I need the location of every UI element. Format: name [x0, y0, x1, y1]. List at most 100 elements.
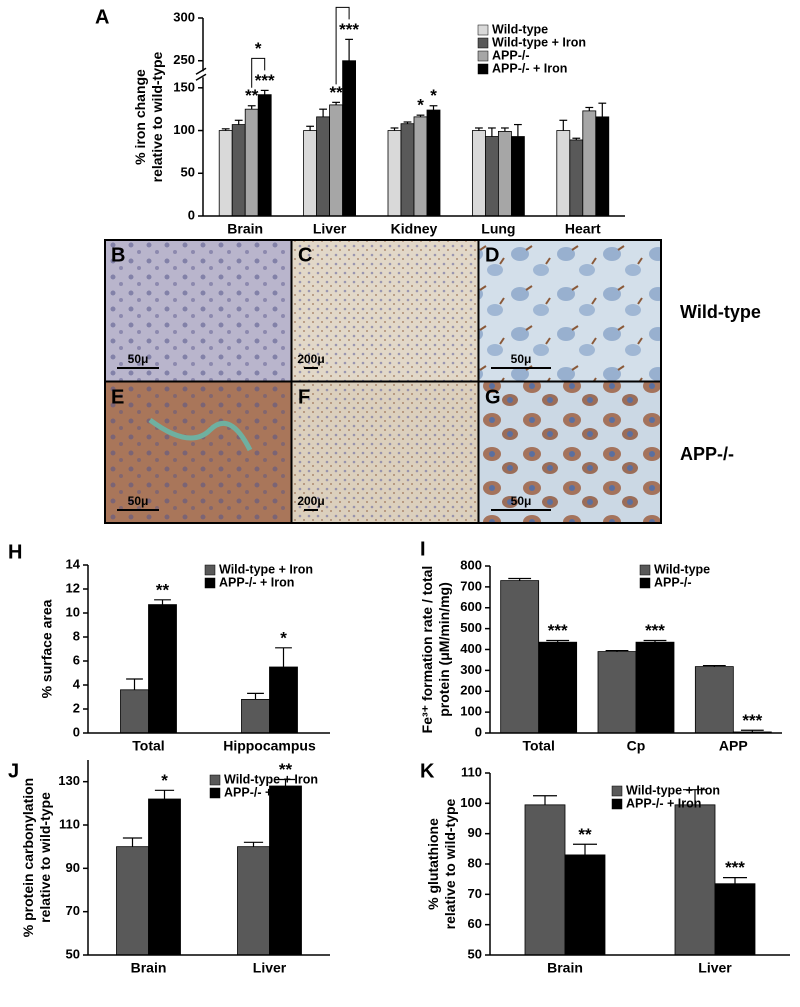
- x-tick-label: Brain: [227, 221, 263, 237]
- y-tick-label: 8: [73, 628, 80, 643]
- legend-swatch: [477, 50, 489, 62]
- y-tick-label: 600: [460, 599, 482, 614]
- y-axis-title: % glutathione: [425, 818, 441, 910]
- bar: [484, 136, 499, 217]
- legend-swatch: [611, 785, 623, 797]
- legend-swatch: [477, 37, 489, 49]
- significance: *: [161, 771, 168, 790]
- axis-break: [195, 73, 207, 81]
- y-tick-label: 300: [460, 662, 482, 677]
- y-tick-label: 200: [460, 683, 482, 698]
- bar: [595, 116, 610, 217]
- x-tick-label: Total: [132, 738, 164, 754]
- legend-label: APP-/- + Iron: [626, 796, 701, 810]
- legend-label: Wild-type: [654, 562, 710, 576]
- y-axis-title: Fe³⁺ formation rate / total: [419, 566, 435, 734]
- panel-label: A: [95, 6, 109, 28]
- bar: [303, 130, 318, 217]
- y-tick-label: 110: [59, 816, 80, 831]
- scale-label: 200μ: [297, 494, 324, 508]
- y-tick-label: 50: [181, 165, 195, 180]
- legend-swatch: [209, 787, 221, 799]
- y-tick-label: 50: [468, 946, 482, 961]
- legend-swatch: [477, 63, 489, 75]
- bar: [148, 604, 177, 734]
- panel-label: E: [111, 386, 124, 408]
- bar: [500, 580, 540, 734]
- legend-label: APP-/- + Iron: [492, 61, 567, 75]
- bar: [510, 136, 525, 217]
- bar: [694, 666, 734, 734]
- legend-swatch: [209, 774, 221, 786]
- legend-label: Wild-type + Iron: [219, 562, 313, 576]
- legend-swatch: [639, 564, 651, 576]
- panel-label: C: [298, 244, 312, 266]
- legend-label: Wild-type + Iron: [224, 772, 318, 786]
- x-tick-label: Kidney: [391, 221, 438, 237]
- legend-swatch: [611, 798, 623, 810]
- legend-label: Wild-type: [492, 22, 548, 36]
- bar: [241, 699, 270, 734]
- comparison-significance: *: [255, 39, 262, 58]
- significance: ***: [339, 20, 359, 39]
- micrograph-texture: [105, 382, 291, 523]
- bar: [674, 804, 716, 956]
- y-tick-label: 70: [468, 886, 482, 901]
- bar: [257, 94, 272, 217]
- bar: [426, 109, 441, 217]
- panel-label: K: [420, 760, 435, 782]
- legend-swatch: [477, 24, 489, 36]
- legend-label: APP-/-: [654, 575, 692, 589]
- row-label: APP-/-: [680, 444, 734, 464]
- bar: [244, 108, 259, 217]
- legend-label: Wild-type + Iron: [492, 35, 586, 49]
- legend-label: APP-/- + Iron: [219, 575, 294, 589]
- panel-label: B: [111, 244, 125, 266]
- y-tick-label: 110: [461, 764, 482, 779]
- legend-swatch: [639, 577, 651, 589]
- scale-label: 50μ: [128, 352, 149, 366]
- comparison-significance: **: [336, 0, 350, 7]
- bar: [524, 804, 566, 956]
- y-tick-label: 50: [66, 946, 80, 961]
- legend-label: APP-/-: [492, 48, 530, 62]
- comparison-bracket: [251, 57, 266, 88]
- bar: [231, 124, 246, 217]
- y-tick-label: 80: [468, 855, 482, 870]
- significance: **: [279, 760, 293, 779]
- y-tick-label: 250: [173, 52, 195, 67]
- legend-label: Wild-type + Iron: [626, 783, 720, 797]
- x-tick-label: Hippocampus: [223, 738, 316, 754]
- bar: [714, 883, 756, 956]
- significance: ***: [645, 621, 665, 640]
- bar: [564, 854, 606, 956]
- micrograph-texture: [292, 240, 478, 381]
- y-tick-label: 800: [460, 557, 482, 572]
- y-axis-title: relative to wild-type: [442, 798, 458, 929]
- bar: [342, 60, 357, 217]
- micrograph-grid: [104, 239, 662, 524]
- significance: ***: [725, 858, 745, 877]
- y-tick-label: 700: [460, 578, 482, 593]
- y-tick-label: 6: [73, 652, 80, 667]
- significance: **: [329, 83, 343, 102]
- significance: *: [280, 628, 287, 647]
- bar: [269, 666, 298, 734]
- bar: [556, 130, 571, 217]
- bar: [569, 139, 584, 217]
- y-tick-label: 0: [73, 724, 80, 739]
- panel-label: F: [298, 386, 310, 408]
- y-axis-title: % surface area: [39, 599, 55, 698]
- significance: **: [245, 86, 259, 105]
- x-tick-label: Lung: [481, 221, 515, 237]
- comparison-bracket: [335, 6, 350, 85]
- scale-label: 200μ: [297, 352, 324, 366]
- axis-break-gap: [197, 71, 205, 78]
- y-tick-label: 400: [460, 641, 482, 656]
- bar: [120, 689, 149, 734]
- x-tick-label: Brain: [547, 960, 583, 976]
- y-tick-label: 130: [58, 773, 80, 788]
- y-axis-title: protein (μM/min/mg): [436, 582, 452, 717]
- panel-label: D: [485, 244, 499, 266]
- panel-label: J: [8, 760, 19, 782]
